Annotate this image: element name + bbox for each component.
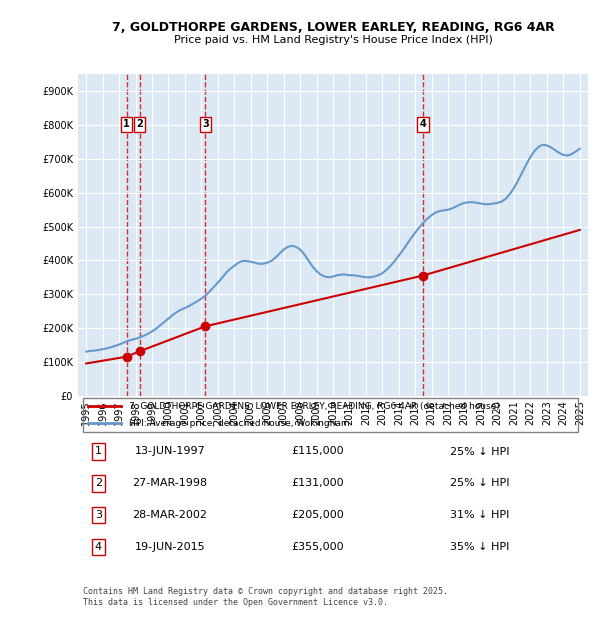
Text: 31% ↓ HPI: 31% ↓ HPI xyxy=(450,510,509,520)
Text: £355,000: £355,000 xyxy=(292,542,344,552)
Text: 2: 2 xyxy=(95,478,102,489)
Text: 7, GOLDTHORPE GARDENS, LOWER EARLEY, READING, RG6 4AR: 7, GOLDTHORPE GARDENS, LOWER EARLEY, REA… xyxy=(112,22,554,34)
Text: 3: 3 xyxy=(95,510,102,520)
Text: 4: 4 xyxy=(419,119,426,129)
Text: HPI: Average price, detached house, Wokingham: HPI: Average price, detached house, Woki… xyxy=(129,419,350,428)
Text: 1: 1 xyxy=(95,446,102,456)
Text: 1: 1 xyxy=(123,119,130,129)
Text: 3: 3 xyxy=(202,119,209,129)
Text: 2: 2 xyxy=(136,119,143,129)
Text: Price paid vs. HM Land Registry's House Price Index (HPI): Price paid vs. HM Land Registry's House … xyxy=(173,35,493,45)
Text: £131,000: £131,000 xyxy=(292,478,344,489)
Text: 13-JUN-1997: 13-JUN-1997 xyxy=(134,446,205,456)
Text: 19-JUN-2015: 19-JUN-2015 xyxy=(134,542,205,552)
Text: 35% ↓ HPI: 35% ↓ HPI xyxy=(450,542,509,552)
Text: Contains HM Land Registry data © Crown copyright and database right 2025.
This d: Contains HM Land Registry data © Crown c… xyxy=(83,587,448,607)
Text: £205,000: £205,000 xyxy=(292,510,344,520)
Text: 25% ↓ HPI: 25% ↓ HPI xyxy=(450,446,510,456)
Text: 25% ↓ HPI: 25% ↓ HPI xyxy=(450,478,510,489)
Text: 4: 4 xyxy=(95,542,102,552)
Text: 28-MAR-2002: 28-MAR-2002 xyxy=(133,510,208,520)
Text: 27-MAR-1998: 27-MAR-1998 xyxy=(132,478,208,489)
Text: £115,000: £115,000 xyxy=(292,446,344,456)
Text: 7, GOLDTHORPE GARDENS, LOWER EARLEY, READING, RG6 4AR (detached house): 7, GOLDTHORPE GARDENS, LOWER EARLEY, REA… xyxy=(129,402,500,411)
